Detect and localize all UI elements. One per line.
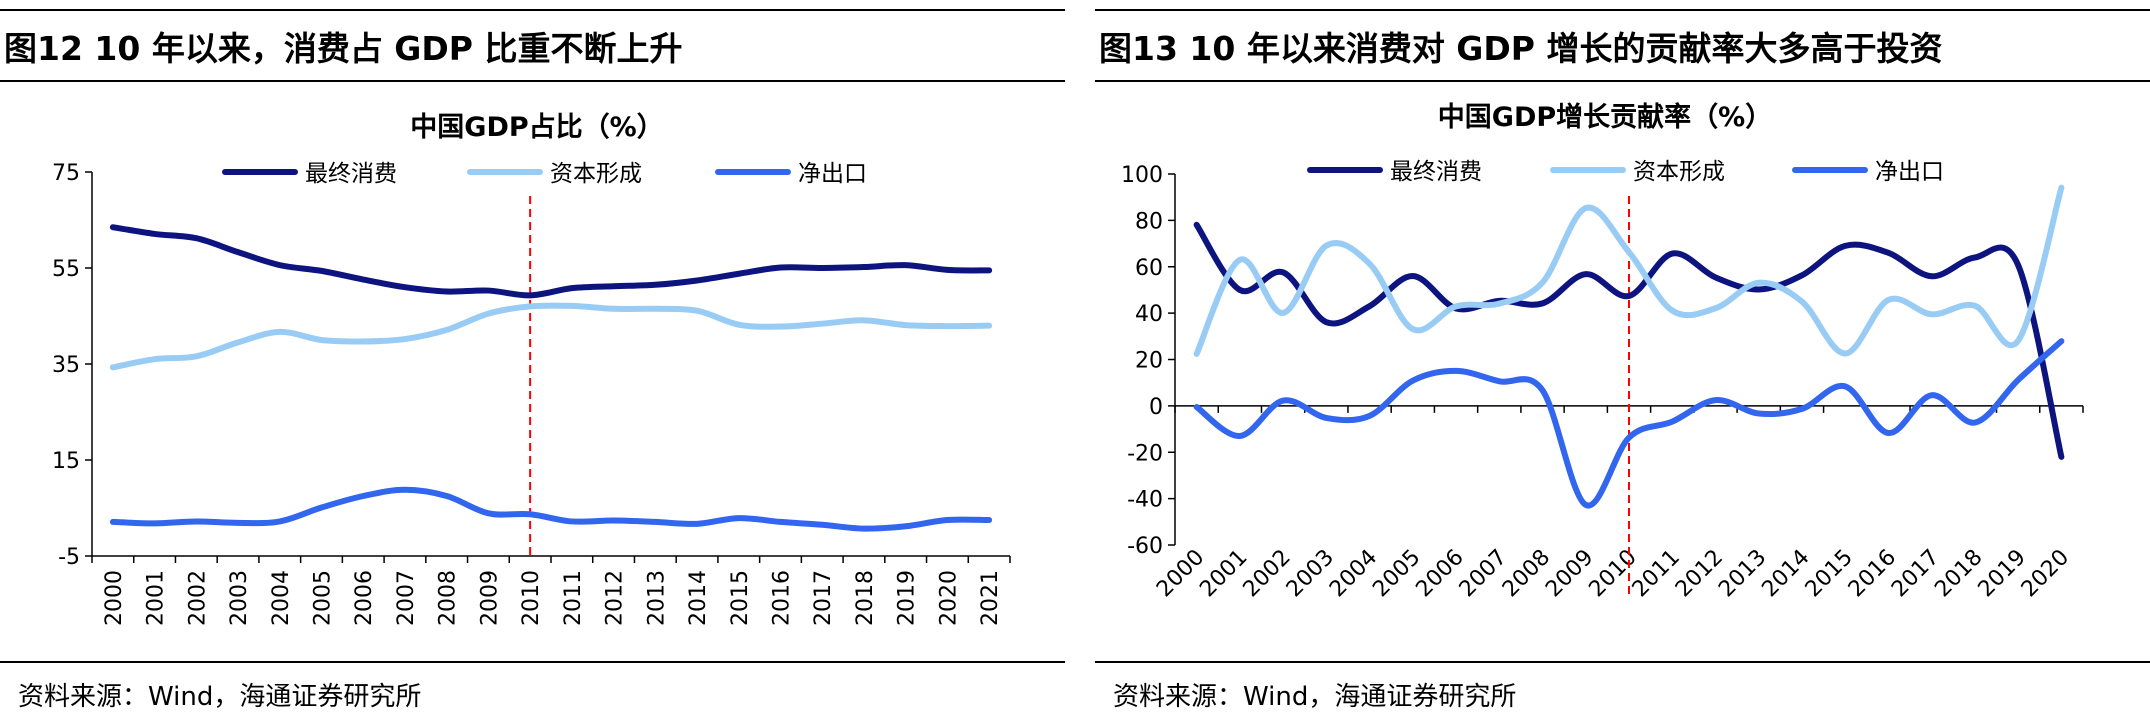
x-tick-label: 2016 xyxy=(1844,545,1901,602)
x-tick-label: 2010 xyxy=(519,570,544,626)
x-tick-label: 2015 xyxy=(1801,545,1858,602)
x-tick-label: 2003 xyxy=(1282,545,1339,602)
y-tick-label: 15 xyxy=(52,449,80,474)
series-line xyxy=(109,224,993,299)
x-tick-label: 2019 xyxy=(895,570,920,626)
chart-title: 中国GDP占比（%） xyxy=(410,112,663,143)
y-tick-label: 55 xyxy=(52,257,80,282)
legend-label: 资本形成 xyxy=(550,161,642,187)
x-tick-label: 2002 xyxy=(1239,545,1296,602)
y-tick-label: -40 xyxy=(1127,488,1163,513)
x-tick-label: 2020 xyxy=(2017,545,2074,602)
figure-title: 图12 10 年以来，消费占 GDP 比重不断上升 xyxy=(4,29,683,68)
x-tick-label: 2007 xyxy=(1455,545,1512,602)
title-rule xyxy=(1095,80,2150,82)
top-rule xyxy=(0,9,1065,11)
x-tick-label: 2017 xyxy=(1887,545,1944,602)
x-tick-label: 2011 xyxy=(1628,545,1685,602)
x-tick-label: 2017 xyxy=(811,570,836,626)
x-tick-label: 2001 xyxy=(144,570,169,626)
x-tick-label: 2016 xyxy=(770,570,795,626)
x-tick-label: 2000 xyxy=(102,570,127,626)
x-tick-label: 2008 xyxy=(1498,545,1555,602)
y-tick-label: 60 xyxy=(1135,256,1163,281)
figure-right: 图13 10 年以来消费对 GDP 增长的贡献率大多高于投资 中国GDP增长贡献… xyxy=(1095,0,2150,721)
x-tick-label: 2019 xyxy=(1974,545,2031,602)
x-tick-label: 2021 xyxy=(978,570,1003,626)
source-note: 资料来源：Wind，海通证券研究所 xyxy=(18,682,422,712)
series-line xyxy=(109,486,993,532)
y-tick-label: 100 xyxy=(1121,163,1163,188)
x-tick-label: 2001 xyxy=(1195,545,1252,602)
x-tick-label: 2018 xyxy=(853,570,878,626)
x-tick-label: 2006 xyxy=(1411,545,1468,602)
y-tick-label: -60 xyxy=(1127,534,1163,559)
legend-label: 净出口 xyxy=(798,161,867,187)
y-tick-label: 20 xyxy=(1135,349,1163,374)
x-tick-label: 2002 xyxy=(185,570,210,626)
bottom-rule xyxy=(1095,661,2150,663)
series-line xyxy=(1193,221,2065,460)
y-tick-label: 0 xyxy=(1149,395,1163,420)
x-tick-label: 2008 xyxy=(436,570,461,626)
x-tick-label: 2013 xyxy=(644,570,669,626)
x-tick-label: 2009 xyxy=(1541,545,1598,602)
x-tick-label: 2004 xyxy=(269,570,294,626)
y-tick-label: -5 xyxy=(58,545,80,570)
x-tick-label: 2012 xyxy=(603,570,628,626)
y-tick-label: 35 xyxy=(52,353,80,378)
x-tick-label: 2011 xyxy=(561,570,586,626)
series-line xyxy=(109,302,993,371)
x-tick-label: 2015 xyxy=(728,570,753,626)
y-tick-label: -20 xyxy=(1127,441,1163,466)
x-tick-label: 2010 xyxy=(1584,545,1641,602)
figure-left: 图12 10 年以来，消费占 GDP 比重不断上升 中国GDP占比（%） -5 15… xyxy=(0,0,1065,721)
top-rule xyxy=(1095,9,2150,11)
legend-label: 资本形成 xyxy=(1633,159,1725,185)
legend-label: 最终消费 xyxy=(1390,159,1482,185)
x-tick-label: 2004 xyxy=(1325,545,1382,602)
x-tick-label: 2003 xyxy=(227,570,252,626)
bottom-rule xyxy=(0,661,1065,663)
y-tick-label: 75 xyxy=(52,161,80,186)
x-tick-label: 2014 xyxy=(686,570,711,626)
x-tick-label: 2013 xyxy=(1714,545,1771,602)
figure-title: 图13 10 年以来消费对 GDP 增长的贡献率大多高于投资 xyxy=(1099,29,1943,68)
source-note: 资料来源：Wind，海通证券研究所 xyxy=(1113,682,1517,712)
x-tick-label: 2020 xyxy=(936,570,961,626)
chart-title: 中国GDP增长贡献率（%） xyxy=(1438,101,1772,133)
x-tick-label: 2018 xyxy=(1930,545,1987,602)
chart-left: 中国GDP占比（%） -5 15 35 55 75 2000 2001 2002 2003 2004… xyxy=(52,112,1011,626)
x-tick-label: 2014 xyxy=(1757,545,1814,602)
series-line xyxy=(1193,184,2065,357)
series-line xyxy=(1193,338,2065,509)
legend-label: 净出口 xyxy=(1875,159,1944,185)
x-tick-label: 2006 xyxy=(352,570,377,626)
x-tick-label: 2005 xyxy=(1368,545,1425,602)
legend-label: 最终消费 xyxy=(305,161,397,187)
x-tick-label: 2012 xyxy=(1671,545,1728,602)
y-tick-label: 80 xyxy=(1135,209,1163,234)
chart-right: 中国GDP增长贡献率（%）-60-40-20020406080100200020… xyxy=(1121,101,2084,602)
x-tick-label: 2005 xyxy=(311,570,336,626)
y-tick-label: 40 xyxy=(1135,302,1163,327)
title-rule xyxy=(0,80,1065,82)
x-tick-label: 2009 xyxy=(477,570,502,626)
x-tick-label: 2007 xyxy=(394,570,419,626)
